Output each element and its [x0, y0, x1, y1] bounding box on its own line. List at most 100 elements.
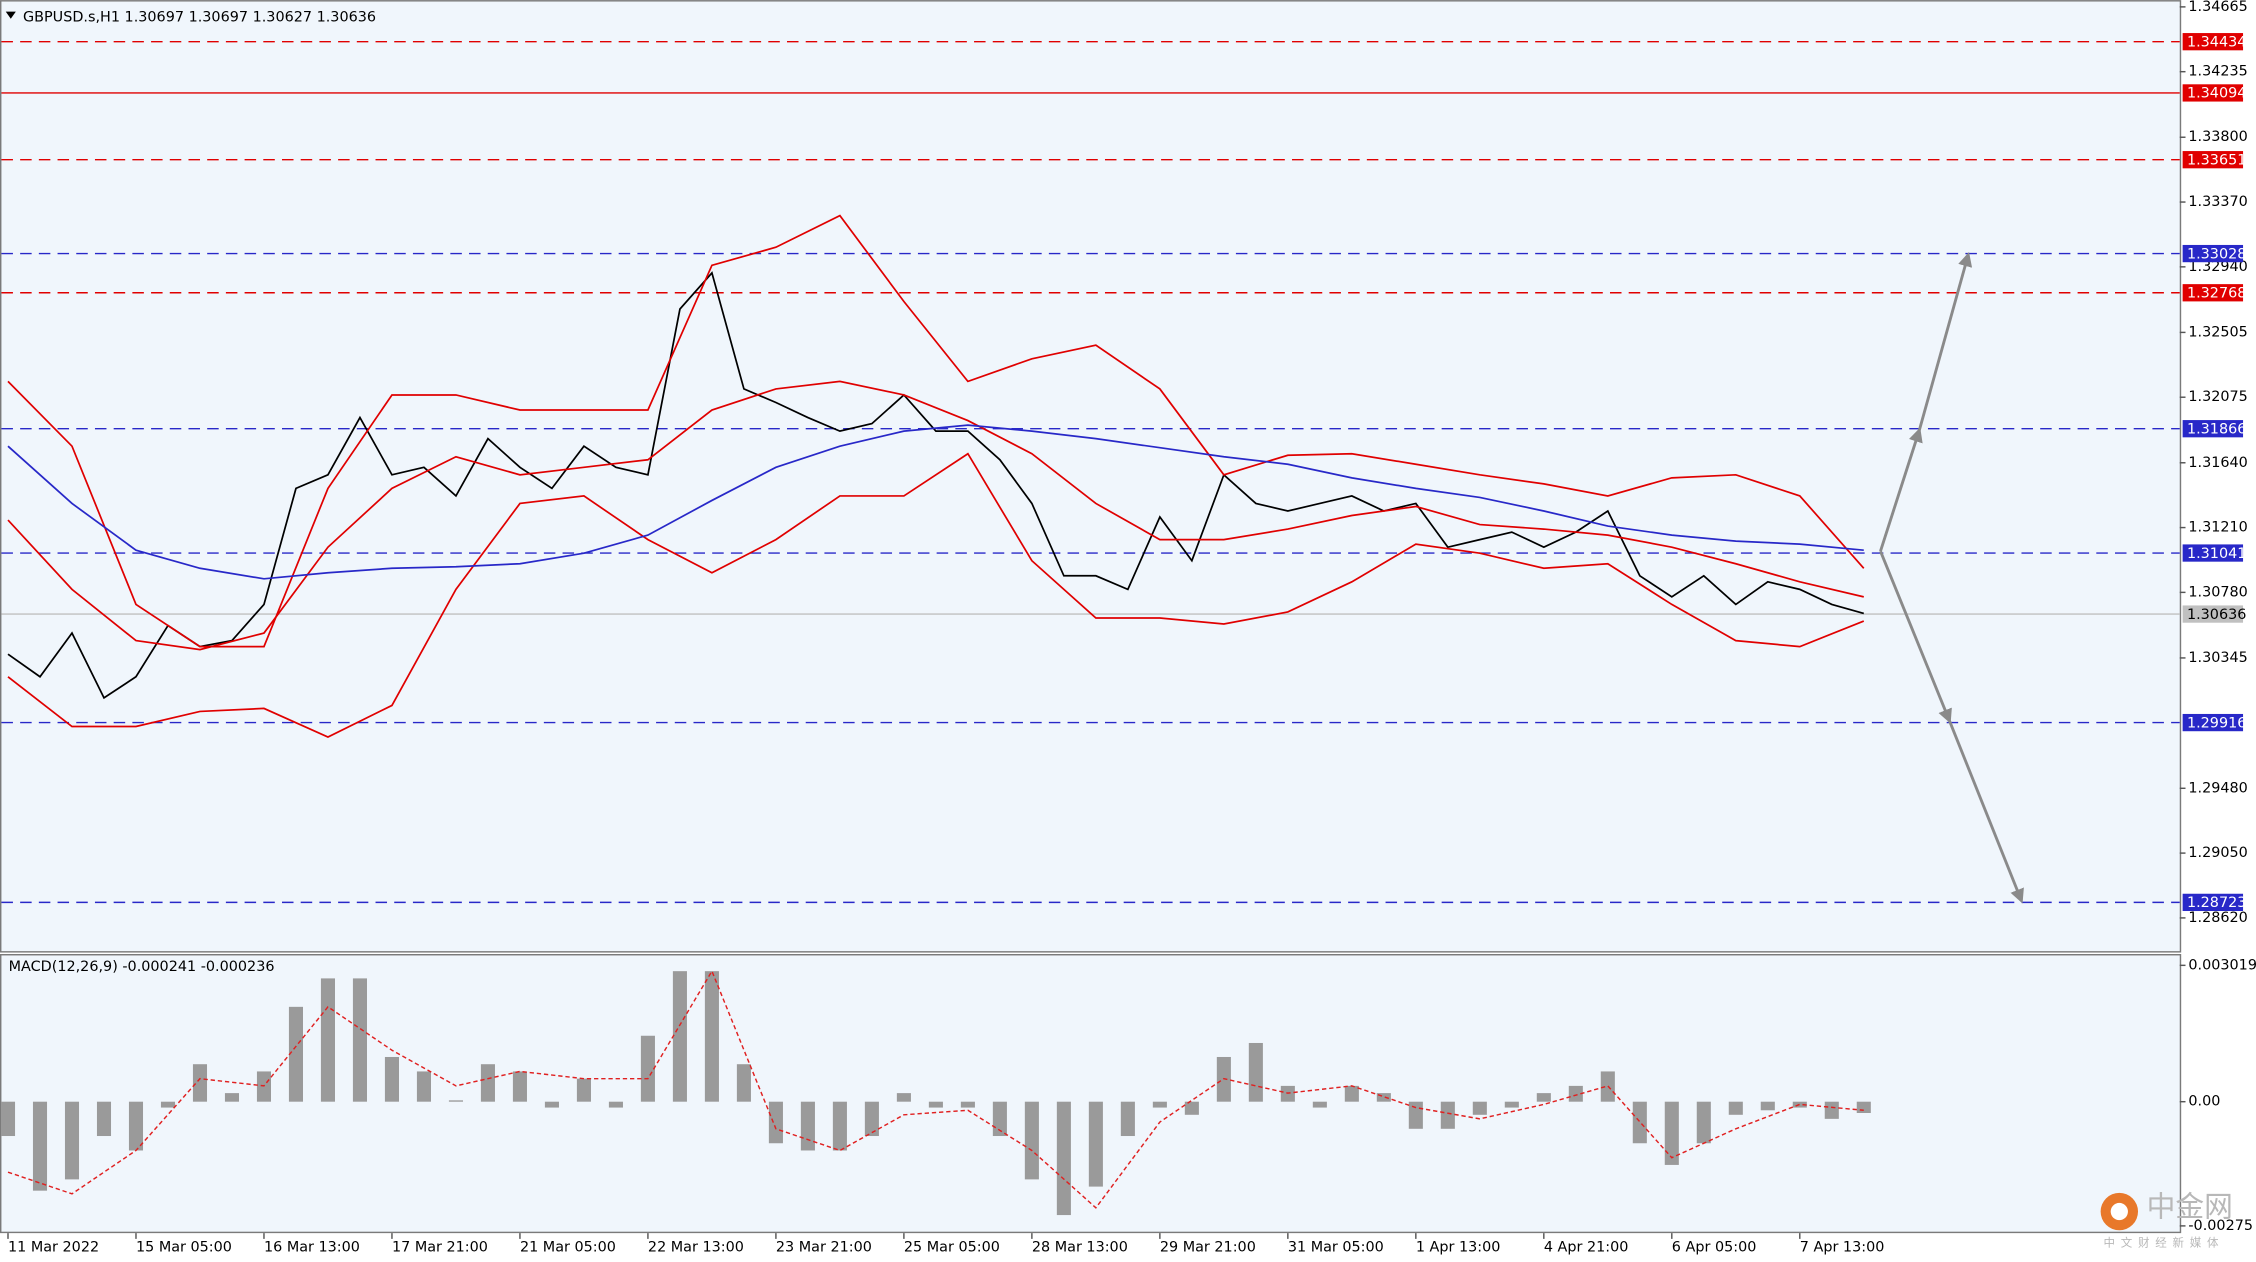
- histogram-bar: [1376, 1093, 1391, 1102]
- watermark-tagline: 中文财经新媒体: [2103, 1236, 2224, 1250]
- line-series: [7, 452, 1865, 739]
- y-tick-label: 1.30345: [2188, 650, 2247, 666]
- x-tick-label: 21 Mar 05:00: [520, 1240, 616, 1256]
- histogram-bar: [512, 1071, 527, 1102]
- y-tick-label: 1.30780: [2188, 584, 2247, 600]
- y-tick-label: 0.003019: [2188, 957, 2256, 973]
- y-tick-label: 1.32505: [2188, 324, 2247, 340]
- x-tick-label: 25 Mar 05:00: [904, 1240, 1000, 1256]
- level-label: 1.33028: [2187, 246, 2246, 262]
- histogram-bar: [320, 978, 336, 1102]
- histogram-bar: [1728, 1101, 1743, 1115]
- x-tick-label: 17 Mar 21:00: [392, 1240, 488, 1256]
- x-tick-label: 6 Apr 05:00: [1672, 1240, 1757, 1256]
- histogram-bar: [1664, 1101, 1679, 1165]
- histogram-bar: [1120, 1101, 1135, 1137]
- histogram-bar: [1312, 1101, 1327, 1108]
- x-tick-label: 1 Apr 13:00: [1416, 1240, 1501, 1256]
- menu-triangle[interactable]: [5, 11, 16, 19]
- histogram-bar: [1472, 1101, 1487, 1115]
- y-tick-label: 1.34235: [2188, 64, 2247, 80]
- watermark-logo: 中金网: [2147, 1190, 2233, 1224]
- histogram-bar: [1088, 1101, 1103, 1187]
- macd-title: MACD(12,26,9) -0.000241 -0.000236: [9, 959, 275, 975]
- price-panel: [0, 0, 2182, 953]
- y-tick-label: 1.32940: [2188, 259, 2247, 275]
- level-label: 1.28723: [2187, 895, 2246, 911]
- y-tick-label: 1.32075: [2188, 389, 2247, 405]
- histogram-bar: [32, 1101, 48, 1191]
- level-label: 1.31041: [2187, 546, 2246, 562]
- y-tick-label: 1.28620: [2188, 910, 2247, 926]
- y-tick-label: 0.00: [2188, 1094, 2220, 1110]
- level-label-box: [2182, 713, 2244, 732]
- y-tick-label: 1.33370: [2188, 194, 2247, 210]
- level-label: 1.34434: [2187, 34, 2246, 50]
- line-series: [7, 380, 1864, 651]
- watermark-logo-icon: [2110, 1202, 2128, 1221]
- down-arrow: [1879, 550, 1952, 724]
- x-tick-label: 4 Apr 21:00: [1544, 1240, 1629, 1256]
- chart-title: GBPUSD.s,H1 1.30697 1.30697 1.30627 1.30…: [23, 9, 376, 25]
- histogram-bar: [1568, 1085, 1583, 1102]
- histogram-bar: [1248, 1042, 1263, 1102]
- histogram-bar: [1152, 1101, 1167, 1108]
- down-arrow: [1948, 720, 2024, 904]
- histogram-bar: [1856, 1101, 1871, 1113]
- level-label: 1.30636: [2187, 607, 2246, 623]
- histogram-bar: [1024, 1101, 1039, 1180]
- histogram-bar: [544, 1101, 559, 1108]
- histogram-bar: [96, 1101, 112, 1137]
- histogram-bar: [1408, 1101, 1423, 1129]
- histogram-bar: [1792, 1101, 1807, 1108]
- histogram-bar: [1440, 1101, 1455, 1129]
- histogram-bar: [1056, 1101, 1071, 1216]
- histogram-bar: [800, 1101, 815, 1151]
- level-label-box: [2182, 544, 2244, 562]
- level-label: 1.31866: [2187, 421, 2246, 437]
- histogram-bar: [384, 1056, 399, 1102]
- x-tick-label: 23 Mar 21:00: [776, 1240, 872, 1256]
- level-label-box: [2182, 244, 2244, 263]
- y-tick-label: -0.00275: [2188, 1218, 2253, 1234]
- histogram-bar: [640, 1035, 655, 1102]
- histogram-bar: [768, 1101, 783, 1144]
- histogram-bar: [1184, 1101, 1199, 1115]
- histogram-bar: [896, 1093, 911, 1102]
- y-tick-label: 1.31210: [2188, 520, 2247, 536]
- level-label: 1.29916: [2187, 715, 2246, 731]
- y-tick-label: 1.29480: [2188, 780, 2247, 796]
- level-label-box: [2182, 284, 2244, 302]
- histogram-bar: [480, 1064, 495, 1102]
- histogram-bar: [160, 1101, 176, 1108]
- histogram-bar: [128, 1101, 144, 1151]
- histogram-bar: [704, 971, 719, 1102]
- histogram-bar: [1696, 1101, 1711, 1144]
- histogram-bar: [64, 1101, 80, 1180]
- histogram-bar: [960, 1101, 975, 1108]
- line-series: [7, 214, 1865, 648]
- level-label-box: [2182, 151, 2244, 169]
- level-label: 1.34094: [2187, 86, 2246, 102]
- histogram-bar: [1760, 1101, 1775, 1111]
- x-tick-label: 29 Mar 21:00: [1160, 1240, 1256, 1256]
- level-label-box: [2182, 893, 2244, 912]
- axes: 1.34665 1.34235 1.33800 1.33370 1.32940 1.325…: [7, 0, 2256, 1256]
- y-tick-label: 1.33800: [2188, 129, 2247, 145]
- histogram-bar: [448, 1100, 463, 1102]
- histogram-bar: [1504, 1101, 1519, 1108]
- x-tick-label: 28 Mar 13:00: [1032, 1240, 1128, 1256]
- histogram-bar: [1536, 1093, 1551, 1102]
- histogram-bar: [0, 1101, 16, 1137]
- x-tick-label: 15 Mar 05:00: [136, 1240, 232, 1256]
- level-label: 1.33651: [2187, 152, 2246, 168]
- level-label: 1.32768: [2187, 285, 2246, 301]
- level-label-box: [2182, 605, 2244, 623]
- histogram-bar: [832, 1101, 847, 1151]
- histogram-bar: [1632, 1101, 1647, 1144]
- line-series: [7, 424, 1864, 580]
- histogram-bar: [736, 1064, 751, 1102]
- histogram-bar: [576, 1078, 591, 1102]
